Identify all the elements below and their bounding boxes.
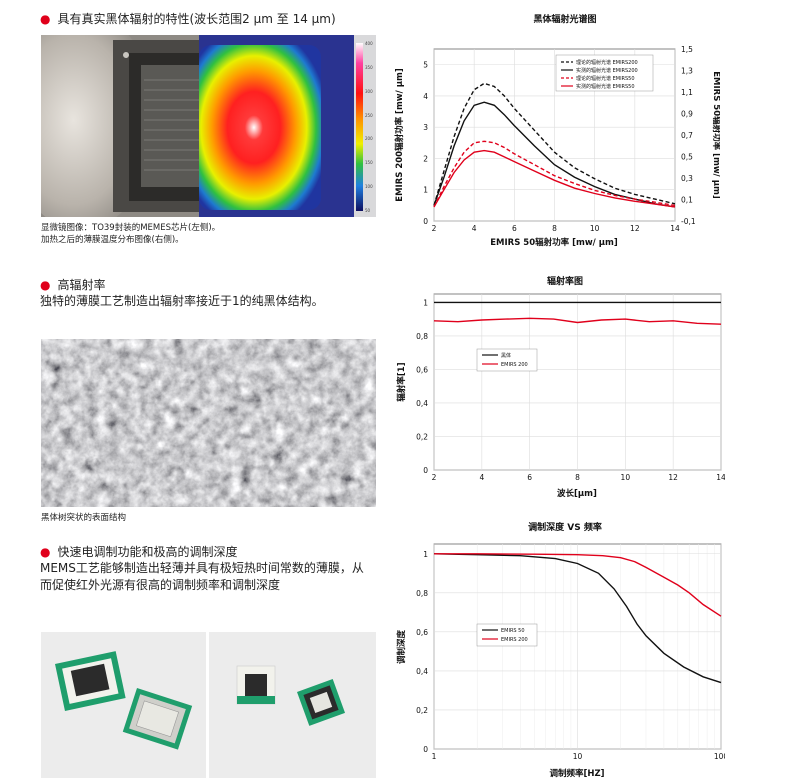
text-line: MEMS工艺能够制造出轻薄并具有极短热时间常数的薄膜，从 [40, 561, 364, 575]
legend-label: EMIRS 200 [501, 362, 528, 368]
y2-tick-label: 1,1 [681, 88, 693, 97]
y-tick-label: 4 [423, 92, 428, 101]
bullet-icon: ● [40, 278, 51, 292]
image-caption: 黑体树突状的表面结构 [41, 513, 127, 523]
x-tick-label: 2 [432, 224, 437, 233]
x-tick-label: 14 [670, 224, 680, 233]
y-tick-label: 0 [423, 217, 428, 226]
legend-label: 实测的辐射光谱 EMIRS200 [576, 67, 638, 74]
legend-label: 理论的辐射光谱 EMIRS200 [576, 59, 638, 66]
x-tick-label: 2 [432, 473, 437, 482]
chip-photo-left [41, 632, 206, 778]
x-axis-label: 波长[μm] [557, 488, 597, 499]
y-tick-label: 0,6 [416, 628, 428, 637]
spectrum-chart: 2 4 6 8 10 12 14012345-0,10,10,30,50,70,91,11,… [394, 45, 720, 248]
y2-tick-label: 0,5 [681, 153, 693, 162]
chart3-title: 调制深度 VS 频率 [528, 523, 602, 533]
bullet-icon: ● [40, 12, 51, 26]
x-tick-label: 6 [527, 473, 532, 482]
x-tick-label: 4 [479, 473, 484, 482]
series-line [434, 553, 722, 617]
colorbar-tick: 400 [365, 41, 373, 46]
x-tick-label: 8 [575, 473, 580, 482]
x-tick-label: 12 [668, 473, 678, 482]
y-tick-label: 1 [423, 298, 428, 307]
caption-line: 显微镜图像：TO39封装的MEMES芯片(左侧)。 [41, 223, 221, 233]
legend-box [555, 54, 654, 92]
chip-photo-right [209, 632, 376, 778]
x-tick-label: 8 [552, 224, 557, 233]
section3-text: MEMS工艺能够制造出轻薄并具有极短热时间常数的薄膜，从 而促使红外光源有很高的… [40, 560, 364, 594]
x-tick-label: 100 [714, 752, 725, 761]
colorbar-tick: 250 [365, 112, 373, 118]
caption-line: 加热之后的薄膜温度分布图像(右侧)。 [41, 235, 184, 245]
colorbar-tick: 300 [365, 88, 373, 94]
y-tick-label: 0,2 [416, 706, 428, 715]
emissivity-chart: 2 4 6 8 10 12 14 0 0,2 0,4 0,6 0,8 1 黑体 EMIRS 200 波长[… [396, 293, 725, 499]
section1-heading: ● 具有真实黑体辐射的特性(波长范围2 μm 至 14 μm) [40, 12, 336, 26]
y2-tick-label: 0,7 [681, 131, 693, 140]
y-tick-label: 1 [423, 550, 428, 559]
dendritic-surface-image [41, 339, 376, 507]
section3-heading: ● 快速电调制功能和极高的调制深度 [40, 545, 238, 559]
section2-text: 独特的薄膜工艺制造出辐射率接近于1的纯黑体结构。 [40, 294, 324, 308]
y-tick-label: 0 [423, 466, 428, 475]
x-axis-label: EMIRS 50辐射功率 [mw/ μm] [490, 237, 618, 248]
x-tick-label: 12 [630, 224, 640, 233]
legend-label: EMIRS 50 [501, 628, 525, 634]
section2-heading: ● 高辐射率 [40, 278, 106, 292]
y-tick-label: 5 [423, 61, 428, 70]
legend-label: 黑体 [501, 352, 511, 359]
series-line [433, 317, 722, 325]
y-tick-label: 1 [423, 186, 428, 195]
text-line: 而促使红外光源有很高的调制频率和调制深度 [40, 578, 281, 592]
x-tick-label: 6 [512, 224, 517, 233]
y2-tick-label: 1,5 [681, 45, 693, 54]
series-line [433, 140, 676, 208]
y2-tick-label: 0,1 [681, 196, 693, 205]
y-axis-label: 辐射率[1] [396, 362, 407, 401]
y-axis-label: 调制深度 [396, 630, 407, 665]
y-tick-label: 2 [423, 154, 428, 163]
y-tick-label: 0,8 [416, 332, 428, 341]
y-tick-label: 0,4 [416, 399, 428, 408]
y2-tick-label: -0,1 [681, 217, 696, 226]
series-line [433, 149, 676, 208]
x-tick-label: 4 [472, 224, 477, 233]
legend-label: 理论的辐射光谱 EMIRS50 [576, 75, 635, 82]
y2-tick-label: 1,3 [681, 67, 693, 76]
x-axis-label: 调制频率[HZ] [549, 768, 604, 779]
image-caption: 显微镜图像：TO39封装的MEMES芯片(左侧)。 加热之后的薄膜温度分布图像(… [41, 222, 220, 246]
y-tick-label: 0 [423, 745, 428, 754]
y-tick-label: 0,2 [416, 432, 428, 441]
colorbar-tick: 100 [365, 184, 373, 190]
x-tick-label: 10 [621, 473, 631, 482]
x-tick-label: 1 [432, 752, 437, 761]
y2-tick-label: 0,9 [681, 110, 693, 119]
colorbar-tick: 50 [365, 207, 371, 213]
colorbar-tick: 200 [365, 136, 373, 142]
colorbar-tick: 150 [365, 160, 373, 166]
chart1-title: 黑体辐射光谱图 [533, 15, 597, 25]
bullet-icon: ● [40, 545, 51, 559]
y-tick-label: 0,6 [416, 365, 428, 374]
series-line [433, 553, 722, 684]
modulation-chart: 1 10 100 0 0,2 0,4 0,6 0,8 1 EMIRS 50 EMIRS 200 调… [396, 543, 725, 779]
chip-thermal-image: 400 350 300 250 200 150 100 50 [41, 35, 376, 217]
colorbar-tick: 350 [365, 64, 373, 70]
legend-label: EMIRS 200 [501, 637, 528, 643]
x-tick-label: 10 [590, 224, 600, 233]
y-tick-label: 3 [423, 123, 428, 132]
y2-tick-label: 0,3 [681, 174, 693, 183]
series-line [433, 82, 676, 206]
x-tick-label: 14 [716, 473, 725, 482]
chart2-title: 辐射率图 [546, 277, 583, 287]
colorbar-ticks: 400 350 300 250 200 150 100 50 [365, 41, 376, 213]
y-tick-label: 0,4 [416, 667, 428, 676]
x-tick-label: 10 [573, 752, 583, 761]
y-axis-label: EMIRS 200辐射功率 [mw/ μm] [394, 68, 405, 202]
y2-axis-label: EMIRS 50辐射功率 [mw/ μm] [711, 71, 720, 199]
y-tick-label: 0,8 [416, 589, 428, 598]
legend-label: 实测的辐射光谱 EMIRS50 [576, 83, 635, 90]
